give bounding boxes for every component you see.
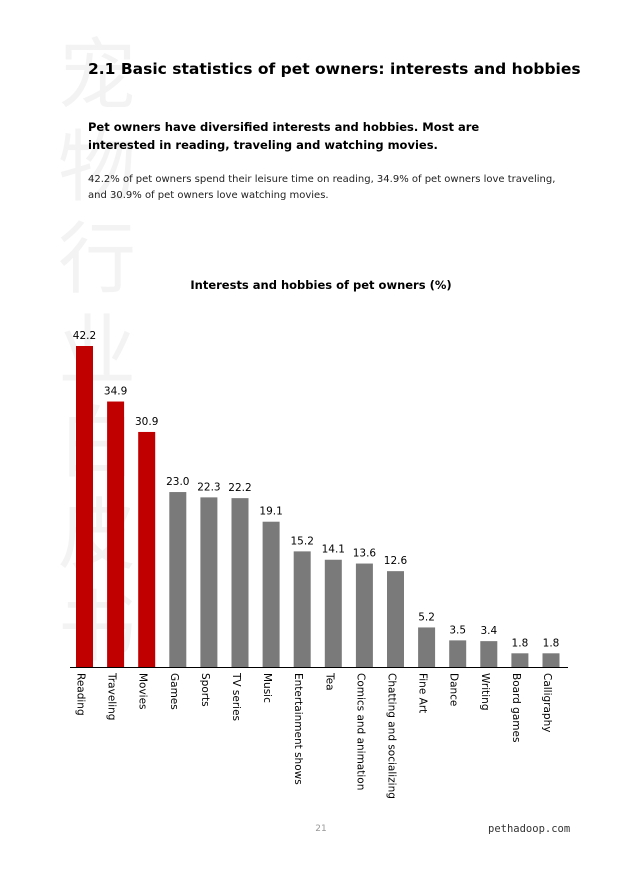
category-label: Comics and animation [354,673,366,790]
bar-board-games [511,653,529,667]
chart-title: Interests and hobbies of pet owners (%) [190,278,452,292]
category-label: Chatting and socializing [386,673,398,799]
bar-fine-art [418,627,436,667]
bar-value-label: 1.8 [543,637,560,649]
detail-paragraph: 42.2% of pet owners spend their leisure … [88,174,556,201]
bar-value-label: 19.1 [259,506,282,518]
bar-writing [480,641,498,667]
bar-value-label: 34.9 [104,386,127,398]
category-label: Dance [448,673,460,706]
bar-chatting-and-socializing [387,571,404,667]
bar-value-label: 42.2 [73,330,96,342]
category-label: Music [261,673,273,703]
bar-entertainment-shows [293,551,311,667]
bar-sports [200,497,218,667]
bar-value-label: 22.3 [197,481,220,493]
bar-games [169,492,187,667]
category-label: Board games [510,673,522,742]
bar-value-label: 13.6 [353,548,377,560]
category-label: Movies [137,673,149,710]
category-label: Sports [199,673,211,707]
bar-tv-series [231,498,249,667]
site-url: pethadoop.com [488,823,571,835]
category-label: Games [168,673,180,710]
bar-value-label: 3.4 [480,625,497,637]
category-label: Fine Art [417,673,429,713]
category-label: Writing [479,673,491,711]
category-label: Calligraphy [541,673,553,732]
category-label: TV series [230,672,242,721]
category-label: Entertainment shows [292,673,304,785]
bar-value-label: 12.6 [384,555,408,567]
bar-traveling [107,401,125,667]
page-number: 21 [315,824,327,834]
bar-calligraphy [542,653,560,667]
section-title: 2.1 Basic statistics of pet owners: inte… [88,60,581,78]
bar-music [262,521,280,667]
bar-value-label: 3.5 [449,624,466,636]
bar-dance [449,640,467,667]
bar-value-label: 30.9 [135,416,158,428]
bar-value-label: 14.1 [322,544,345,556]
bar-value-label: 5.2 [418,611,435,623]
bar-tea [324,559,342,667]
category-label: Reading [75,673,87,716]
bar-value-label: 23.0 [166,476,189,488]
bar-movies [138,431,156,667]
bar-value-label: 15.2 [291,535,314,547]
lead-paragraph: Pet owners have diversified interests an… [88,120,480,152]
bar-value-label: 22.2 [228,482,251,494]
category-label: Traveling [106,672,118,720]
bar-comics-and-animation [355,563,373,667]
category-label: Tea [323,672,335,691]
bar-value-label: 1.8 [512,637,529,649]
bar-reading [76,346,93,667]
